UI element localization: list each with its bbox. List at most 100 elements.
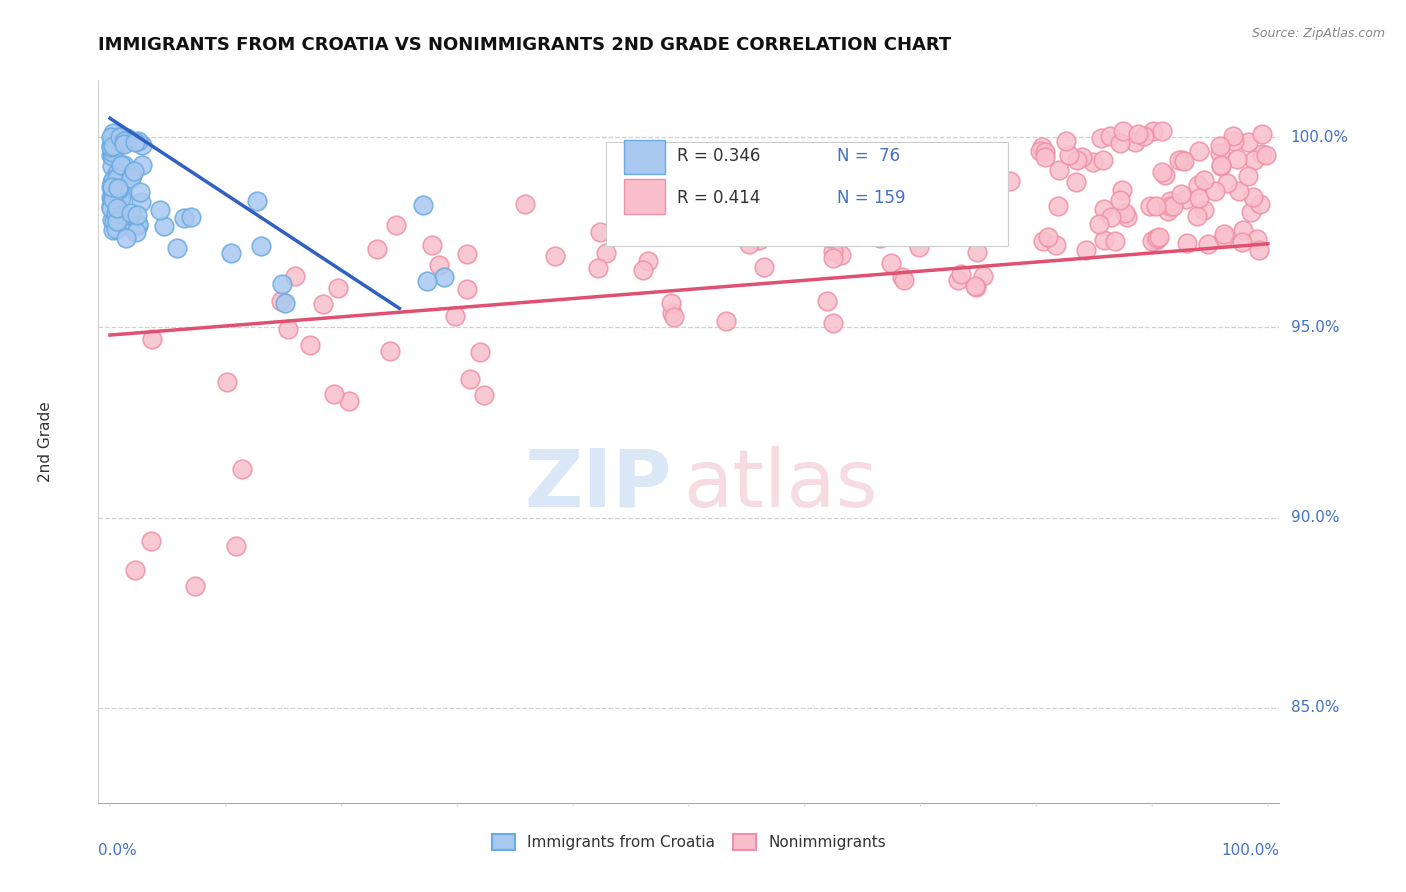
Point: [107, 169, 129, 184]
Text: ZIP: ZIP: [524, 446, 671, 524]
Point: [127, 217, 149, 231]
Point: [129, 194, 152, 209]
Point: [121, 168, 143, 182]
Point: [122, 164, 145, 178]
Point: [772, 223, 794, 237]
Text: N =  76: N = 76: [837, 147, 900, 165]
Point: [100, 140, 122, 154]
Point: [544, 249, 567, 263]
Point: [787, 178, 810, 192]
Point: [1090, 131, 1112, 145]
Point: [1249, 197, 1271, 211]
Point: [120, 171, 142, 186]
Point: [1174, 192, 1197, 206]
Point: [433, 269, 456, 284]
Point: [100, 133, 122, 147]
Point: [100, 201, 122, 215]
Point: [1029, 144, 1052, 158]
FancyBboxPatch shape: [624, 179, 665, 214]
FancyBboxPatch shape: [606, 142, 1008, 246]
Point: [1031, 140, 1053, 154]
Point: [105, 201, 128, 215]
Point: [101, 180, 124, 194]
Point: [1159, 199, 1181, 213]
Point: [595, 245, 617, 260]
Point: [1125, 136, 1147, 150]
Text: 2nd Grade: 2nd Grade: [38, 401, 53, 482]
Point: [420, 238, 443, 252]
Point: [1209, 146, 1232, 161]
Point: [104, 143, 127, 157]
Point: [104, 133, 127, 147]
Point: [141, 332, 163, 346]
Point: [101, 149, 124, 163]
Point: [1076, 243, 1098, 257]
Point: [270, 293, 292, 308]
Point: [111, 187, 134, 202]
Point: [427, 259, 450, 273]
Point: [101, 192, 124, 206]
Point: [456, 282, 478, 296]
Point: [108, 130, 131, 145]
Point: [1236, 169, 1258, 184]
Point: [1033, 150, 1056, 164]
Point: [127, 218, 149, 232]
Point: [823, 251, 845, 265]
Point: [966, 244, 988, 259]
Point: [1047, 199, 1070, 213]
Point: [1154, 168, 1177, 182]
Point: [127, 134, 149, 148]
Point: [416, 274, 439, 288]
Point: [1161, 199, 1184, 213]
Point: [818, 231, 841, 245]
Point: [1254, 148, 1277, 162]
Point: [748, 233, 770, 247]
Point: [100, 199, 122, 213]
Point: [101, 175, 124, 189]
Point: [100, 139, 122, 153]
Point: [1223, 134, 1246, 148]
Point: [284, 268, 307, 283]
Text: 95.0%: 95.0%: [1291, 320, 1339, 335]
Point: [104, 222, 127, 236]
Point: [1173, 153, 1195, 168]
Point: [110, 191, 132, 205]
Point: [879, 256, 901, 270]
Point: [1142, 124, 1164, 138]
Point: [1171, 153, 1194, 167]
Point: [472, 388, 495, 402]
Point: [107, 181, 129, 195]
Point: [869, 231, 891, 245]
Point: [1170, 187, 1192, 202]
Point: [1066, 153, 1088, 167]
Point: [468, 344, 491, 359]
Point: [754, 260, 776, 274]
Point: [443, 309, 465, 323]
Point: [738, 237, 761, 252]
Point: [219, 246, 242, 260]
Point: [1209, 138, 1232, 153]
Point: [125, 225, 148, 239]
Point: [100, 179, 122, 194]
Point: [153, 219, 176, 233]
Point: [1212, 230, 1234, 244]
Point: [103, 214, 125, 228]
Point: [366, 242, 388, 256]
Point: [378, 344, 401, 359]
Point: [103, 127, 125, 141]
Point: [868, 190, 890, 204]
Point: [1188, 191, 1211, 205]
Point: [1139, 199, 1161, 213]
Point: [105, 166, 128, 180]
Text: 0.0%: 0.0%: [98, 843, 138, 857]
Point: [1222, 128, 1244, 143]
Point: [1099, 210, 1122, 224]
Point: [972, 268, 994, 283]
Point: [823, 190, 845, 204]
Point: [110, 158, 132, 172]
Text: IMMIGRANTS FROM CROATIA VS NONIMMIGRANTS 2ND GRADE CORRELATION CHART: IMMIGRANTS FROM CROATIA VS NONIMMIGRANTS…: [98, 36, 952, 54]
Point: [965, 279, 987, 293]
Point: [103, 145, 125, 159]
Point: [1146, 231, 1168, 245]
Point: [664, 310, 686, 324]
